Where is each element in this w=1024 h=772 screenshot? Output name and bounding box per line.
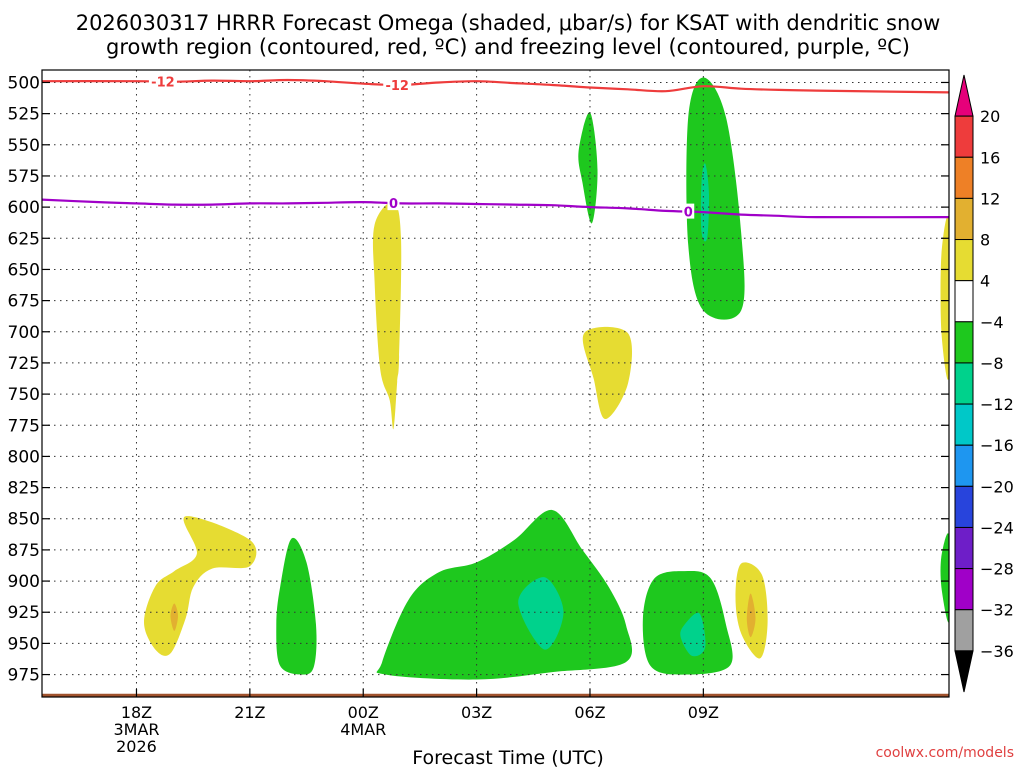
omega-region-ascent-1130z-column <box>372 201 402 430</box>
x-tick-label-15-0: 09Z <box>688 703 719 722</box>
x-tick-label-6-1: 4MAR <box>340 720 386 739</box>
colorbar-label-13: −36 <box>980 642 1014 661</box>
y-tick-label-875: 875 <box>8 541 40 561</box>
colorbar-cap-top <box>954 74 974 117</box>
y-tick-label-550: 550 <box>8 136 40 156</box>
y-tick-label-900: 900 <box>8 572 40 592</box>
y-tick-label-775: 775 <box>8 416 40 436</box>
credit-text: coolwx.com/models <box>876 745 1014 761</box>
contour-label-bg-freezing-level-0-0 <box>387 195 400 211</box>
colorbar-bin-1 <box>954 115 974 158</box>
colorbar-bin-9 <box>954 444 974 487</box>
colorbar-bin-13 <box>954 609 974 652</box>
colorbar-label-12: −32 <box>980 601 1014 620</box>
colorbar-label-8: −16 <box>980 436 1014 455</box>
colorbar-bin-5 <box>954 280 974 323</box>
colorbar-bin-6 <box>954 321 974 364</box>
x-tick-label-12-0: 06Z <box>574 703 605 722</box>
terrain-layer <box>42 693 949 697</box>
y-tick-label-975: 975 <box>8 666 40 686</box>
y-tick-label-675: 675 <box>8 292 40 312</box>
contour-label-dendritic-growth-minus12-0: -12 <box>151 76 175 91</box>
contour-label-freezing-level-0-1: 0 <box>684 206 693 221</box>
omega-region-ascent-right-edge-mid <box>940 215 949 380</box>
y-tick-label-575: 575 <box>8 167 40 187</box>
x-tick-label-3-0: 21Z <box>234 703 265 722</box>
contour-label-bg-dendritic-growth-minus12-0 <box>148 73 177 89</box>
colorbar-cap-bottom <box>954 650 974 693</box>
x-tick-label-9-0: 03Z <box>461 703 492 722</box>
colorbar-label-7: −12 <box>980 395 1014 414</box>
colorbar-bin-8 <box>954 403 974 446</box>
omega-region-ascent-1830z-upper <box>578 112 598 224</box>
y-tick-label-650: 650 <box>8 260 40 280</box>
colorbar-label-0: 20 <box>980 107 1000 126</box>
plot-frame <box>41 69 950 698</box>
colorbar-label-11: −28 <box>980 560 1014 579</box>
colorbar-bin-3 <box>954 197 974 241</box>
colorbar-label-4: 4 <box>980 272 990 291</box>
omega-region-ascent-lowlevel-right-edge <box>940 533 949 623</box>
colorbar-label-5: −4 <box>980 313 1004 332</box>
colorbar-label-1: 16 <box>980 148 1000 167</box>
colorbar-label-10: −24 <box>980 518 1014 537</box>
colorbar-legend: 20 16 12 8 4 −4 −8 −12 −16 −20 −24 −28 −32 −36 <box>954 74 1014 693</box>
y-tick-label-600: 600 <box>8 198 40 218</box>
x-tick-label-6-0: 00Z <box>348 703 379 722</box>
colorbar-label-2: 12 <box>980 189 1000 208</box>
colorbar-bin-12 <box>954 568 974 611</box>
colorbar-bin-7 <box>954 362 974 405</box>
y-axis: 500 525 550 575 600 625 650 675 700 725 750 775 800 8… <box>8 73 949 686</box>
y-tick-label-850: 850 <box>8 510 40 530</box>
grid-lines <box>42 70 949 697</box>
y-tick-label-625: 625 <box>8 229 40 249</box>
contour-label-bg-dendritic-growth-minus12-1 <box>383 76 412 92</box>
y-tick-label-700: 700 <box>8 323 40 343</box>
colorbar-bin-4 <box>954 239 974 282</box>
y-tick-label-750: 750 <box>8 385 40 405</box>
omega-region-ascent-lowlevel-1000z-core <box>746 593 756 638</box>
omega-region-ascent-lowlevel-2230z <box>276 537 317 675</box>
omega-shading <box>144 77 949 680</box>
x-tick-label-0-1: 3MAR <box>113 720 159 739</box>
y-tick-label-500: 500 <box>8 73 40 93</box>
omega-region-ascent-0800z-midlevel <box>582 326 633 420</box>
omega-region-ascent-lowlevel-1800z-core <box>170 603 178 631</box>
omega-region-ascent-0900z-tower-core <box>700 163 710 242</box>
omega-region-ascent-0900z-tower <box>686 77 745 320</box>
contour-lines: -12 -12 0 0 <box>42 73 949 221</box>
y-tick-label-525: 525 <box>8 105 40 125</box>
colorbar-label-9: −20 <box>980 477 1014 496</box>
omega-region-ascent-lowlevel-0830z-core <box>680 612 706 657</box>
y-tick-label-825: 825 <box>8 479 40 499</box>
colorbar-bin-11 <box>954 526 974 570</box>
chart-title-line-2: growth region (contoured, red, ºC) and f… <box>106 35 910 59</box>
contour-label-freezing-level-0-0: 0 <box>389 197 398 212</box>
contour-label-dendritic-growth-minus12-1: -12 <box>385 79 409 94</box>
y-tick-label-925: 925 <box>8 603 40 623</box>
y-tick-label-725: 725 <box>8 354 40 374</box>
x-axis-title: Forecast Time (UTC) <box>412 747 603 768</box>
colorbar-bin-2 <box>954 156 974 199</box>
colorbar-label-6: −8 <box>980 354 1004 373</box>
contour-line-freezing-level-0 <box>42 198 949 219</box>
chart-title-line-1: 2026030317 HRRR Forecast Omega (shaded, … <box>76 11 941 35</box>
y-tick-label-950: 950 <box>8 634 40 654</box>
x-tick-label-0-2: 2026 <box>116 737 157 756</box>
omega-region-ascent-lowlevel-0300z-broad <box>376 509 633 680</box>
colorbar-label-3: 8 <box>980 231 990 250</box>
contour-line-dendritic-growth-minus12 <box>42 78 949 94</box>
omega-region-ascent-lowlevel-0300z-core <box>518 577 564 650</box>
x-tick-label-0-0: 18Z <box>121 703 152 722</box>
y-tick-label-800: 800 <box>8 447 40 467</box>
terrain-strip <box>42 693 949 697</box>
colorbar-bin-10 <box>954 485 974 528</box>
contour-label-bg-freezing-level-0-1 <box>682 203 695 219</box>
